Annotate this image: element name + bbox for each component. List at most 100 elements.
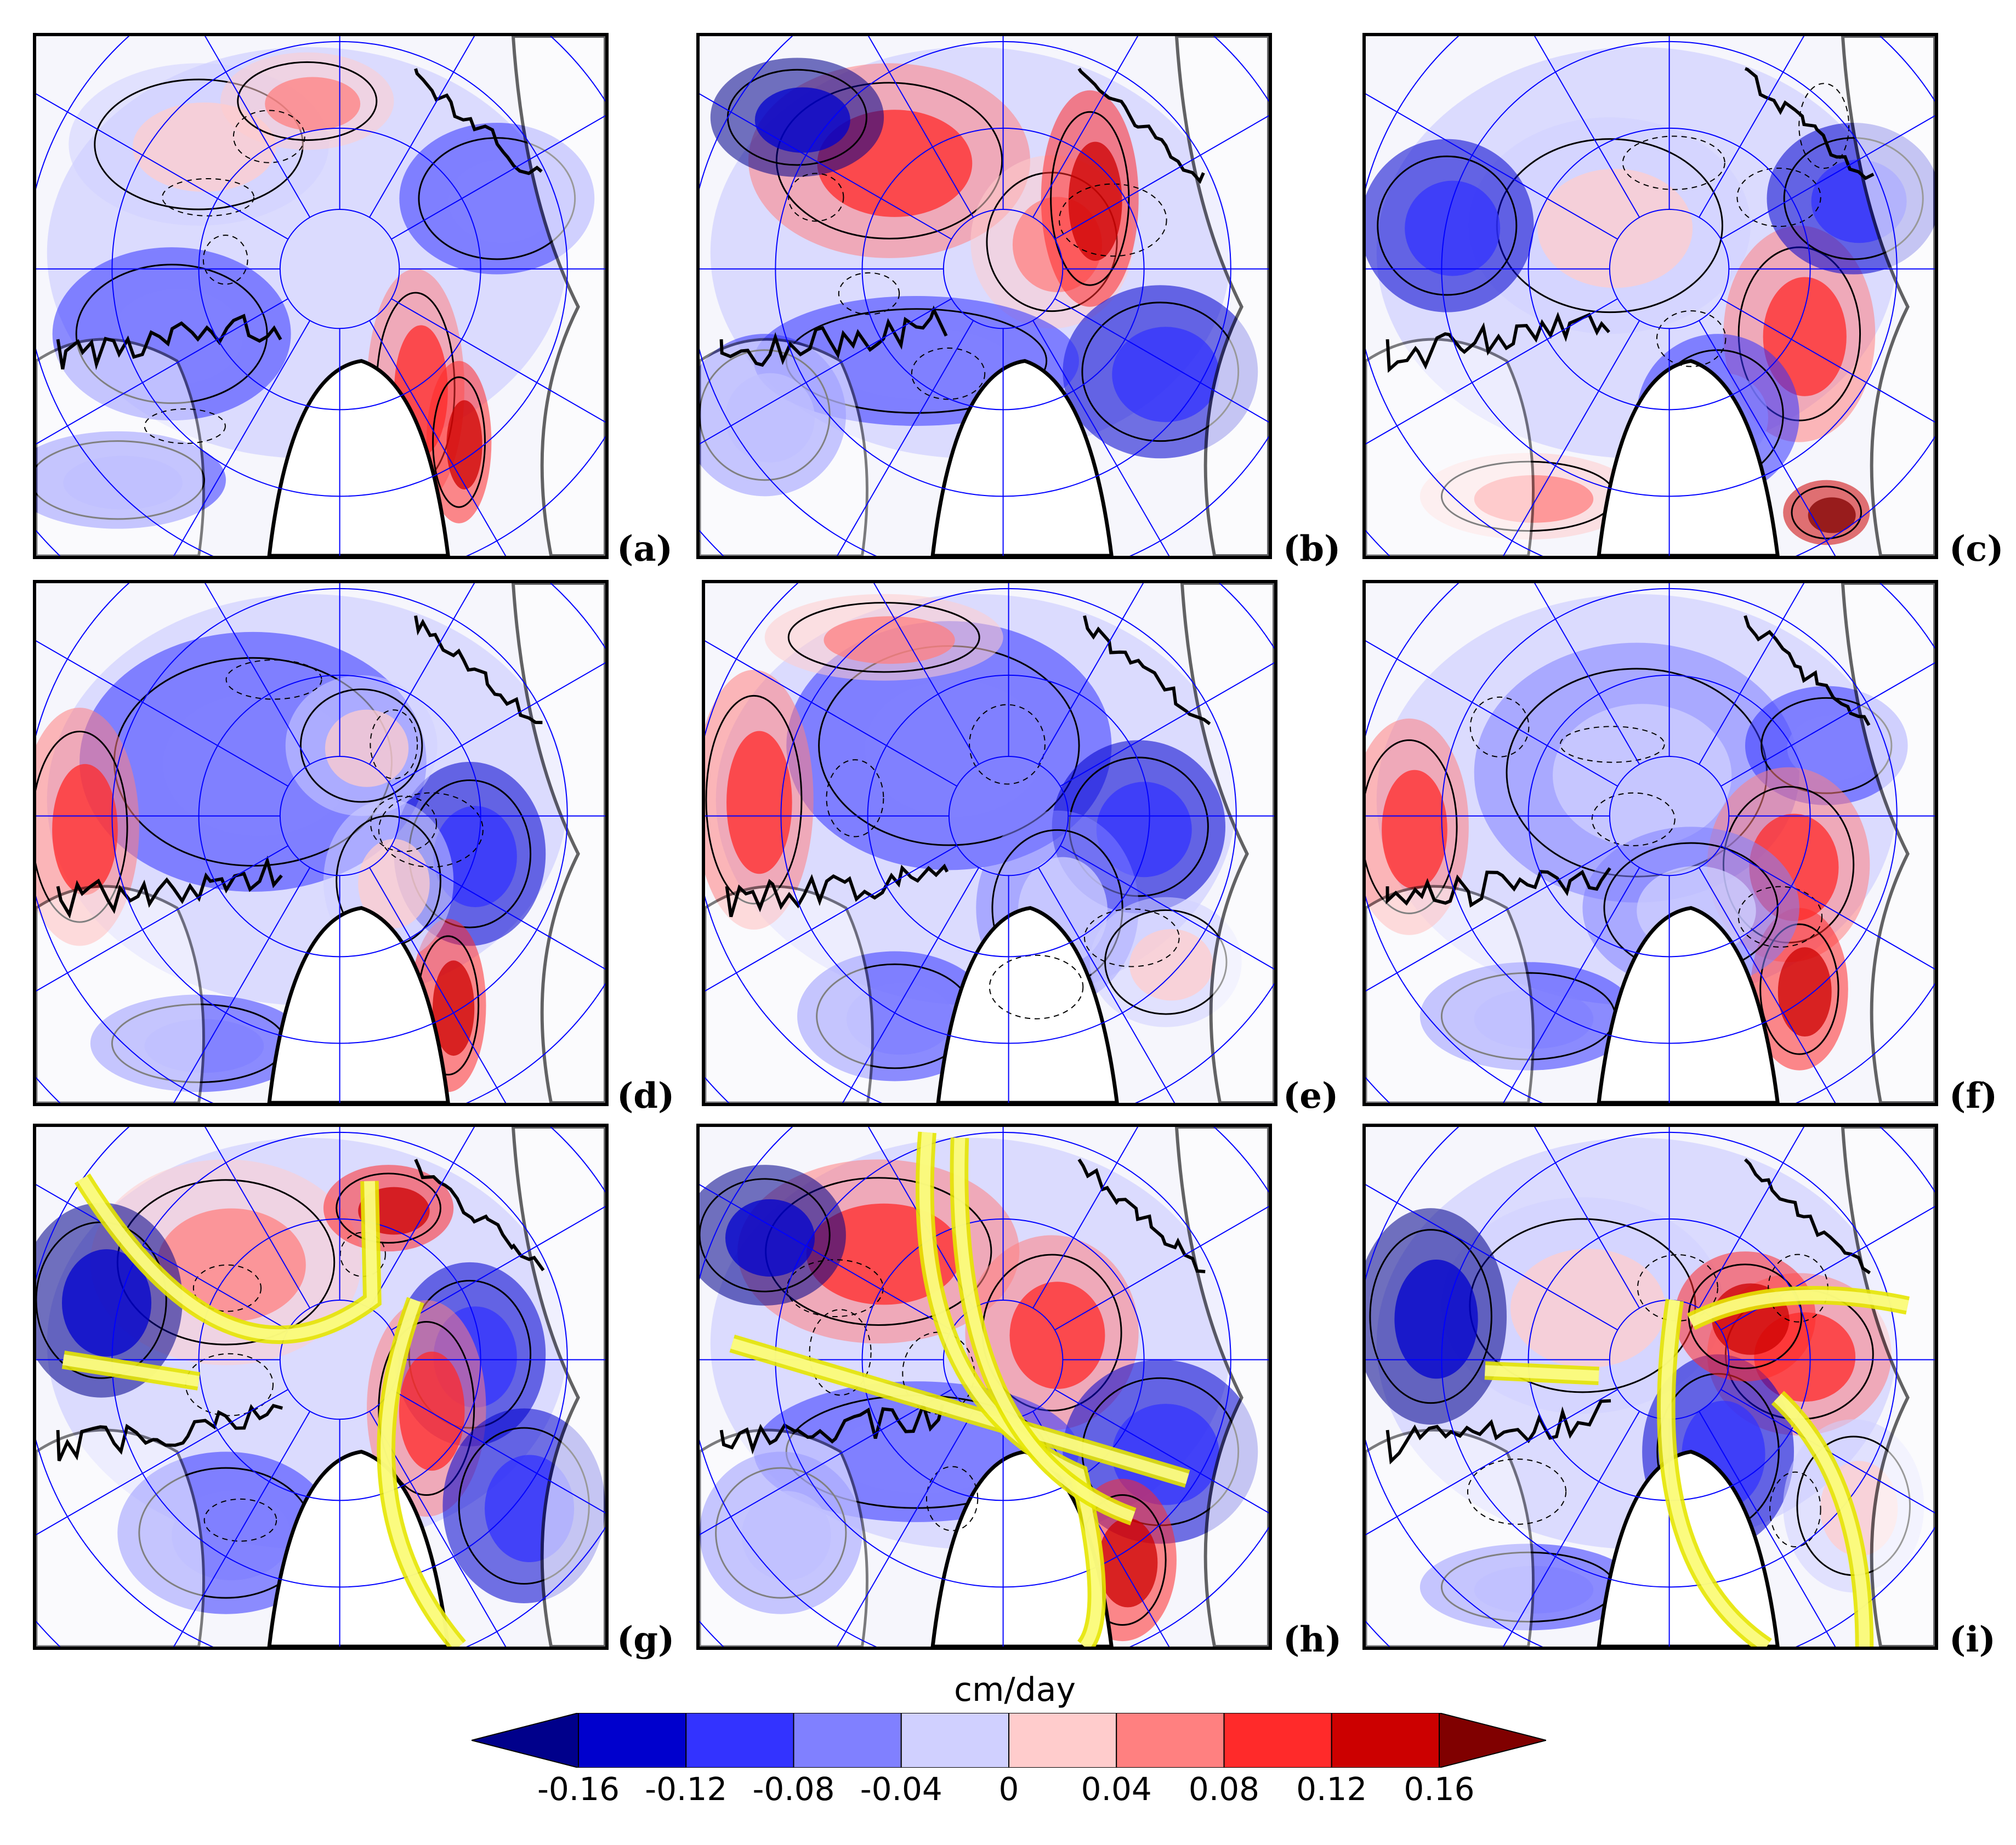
meridian-line xyxy=(391,845,605,970)
contour-line xyxy=(336,1172,441,1244)
map-panel-c xyxy=(1362,33,1938,559)
meridian-line xyxy=(705,845,957,992)
dashed-contour xyxy=(838,272,900,315)
meridian-line xyxy=(1720,662,1935,787)
contour-line xyxy=(787,602,980,673)
dashed-contour xyxy=(1736,167,1821,227)
meridian-line xyxy=(1534,1127,1640,1309)
map-panel-e xyxy=(702,580,1277,1106)
meridian-line xyxy=(369,867,507,1103)
map-h xyxy=(700,1127,1269,1647)
dashed-contour xyxy=(162,178,255,217)
meridian-line xyxy=(205,36,311,218)
anomaly-core xyxy=(1763,277,1847,396)
meridian-line xyxy=(36,1389,288,1536)
anomaly-core xyxy=(1129,929,1213,1001)
meridian-line xyxy=(1699,320,1836,556)
map-panel-h xyxy=(696,1124,1272,1650)
coastline xyxy=(1385,1399,1611,1465)
meridian-line xyxy=(1699,1411,1836,1647)
anomaly-core xyxy=(265,77,361,131)
canadian-archipelago-land xyxy=(1366,885,1535,1103)
meridian-line xyxy=(1366,845,1618,992)
map-d xyxy=(36,583,605,1103)
colorbar-tick-label: -0.12 xyxy=(645,1770,728,1808)
meridian-line xyxy=(369,1411,507,1647)
canadian-archipelago-land xyxy=(705,885,874,1103)
anomaly-core xyxy=(725,1199,815,1277)
dashed-contour xyxy=(826,759,884,838)
meridian-line xyxy=(700,1184,952,1331)
coastline xyxy=(1744,1158,1871,1274)
flow-arrow xyxy=(381,1298,463,1647)
colorbar-extend-low xyxy=(472,1713,579,1768)
meridian-line xyxy=(1054,115,1269,240)
anomaly-core xyxy=(1510,1249,1666,1368)
colorbar-extend-high xyxy=(1439,1713,1546,1768)
dashed-contour xyxy=(378,792,484,868)
flow-arrow xyxy=(1660,1299,1770,1647)
colorbar-swatch xyxy=(1223,1713,1332,1768)
meridian-line xyxy=(1720,1206,1935,1331)
eurasia-land xyxy=(511,36,605,556)
meridian-line xyxy=(868,36,974,218)
panel-label-g: (g) xyxy=(617,1619,675,1660)
contour-line xyxy=(1791,486,1862,539)
colorbar-tick-label: -0.04 xyxy=(860,1770,942,1808)
meridian-line xyxy=(1720,298,1935,423)
eurasia-land xyxy=(511,1127,605,1647)
canadian-archipelago-land xyxy=(36,885,205,1103)
panel-label-h: (h) xyxy=(1283,1619,1342,1660)
anomaly-core xyxy=(1394,1259,1478,1379)
colorbar-tick-label: 0 xyxy=(998,1770,1019,1808)
map-panel-a xyxy=(33,33,609,559)
meridian-line xyxy=(1038,867,1175,1103)
meridian-line xyxy=(836,1411,974,1647)
anomaly-core xyxy=(1098,1518,1158,1608)
greenland-land xyxy=(930,358,1114,556)
anomaly-core xyxy=(446,400,482,490)
colorbar-swatch xyxy=(900,1713,1009,1768)
greenland-land xyxy=(267,358,450,556)
coastline xyxy=(56,855,283,919)
eurasia-land xyxy=(1180,583,1274,1103)
panel-label-f: (f) xyxy=(1949,1075,1998,1117)
meridian-line xyxy=(369,1127,475,1309)
meridian-line xyxy=(700,1389,952,1536)
dashed-contour xyxy=(202,235,248,285)
meridian-line xyxy=(391,1206,605,1331)
meridian-line xyxy=(391,662,605,787)
flow-arrow xyxy=(953,1137,1135,1522)
dashed-contour xyxy=(1637,1254,1718,1322)
meridian-line xyxy=(1054,1389,1269,1514)
meridian-line xyxy=(36,298,288,445)
coastline xyxy=(1744,67,1875,180)
meridian-line xyxy=(1699,36,1805,218)
anomaly-core xyxy=(399,1351,465,1471)
anomaly-core xyxy=(61,1249,152,1357)
contour-line xyxy=(1759,923,1839,1055)
greenland-land xyxy=(1597,906,1780,1103)
colorbar-tick-label: 0.12 xyxy=(1296,1770,1367,1808)
colorbar-tick-label: 0.08 xyxy=(1188,1770,1260,1808)
meridian-line xyxy=(1032,320,1170,556)
anomaly-core xyxy=(52,764,118,895)
anomaly-core xyxy=(1778,947,1832,1037)
anomaly-core xyxy=(1382,770,1447,889)
meridian-line xyxy=(1060,845,1274,970)
meridian-line xyxy=(1366,640,1618,787)
meridian-line xyxy=(173,320,311,556)
canadian-archipelago-land xyxy=(1366,1428,1535,1647)
anomaly-core xyxy=(448,160,556,243)
meridian-line xyxy=(1502,867,1640,1103)
dashed-contour xyxy=(144,408,226,444)
greenland-land xyxy=(267,1449,450,1647)
panel-label-b: (b) xyxy=(1283,528,1341,570)
map-panel-d xyxy=(33,580,609,1106)
dashed-contour xyxy=(809,1309,872,1396)
dashed-contour xyxy=(339,1232,386,1277)
meridian-line xyxy=(369,583,475,765)
colorbar-tick-label: 0.04 xyxy=(1081,1770,1152,1808)
meridian-line xyxy=(1699,583,1805,765)
meridian-line xyxy=(700,298,952,445)
